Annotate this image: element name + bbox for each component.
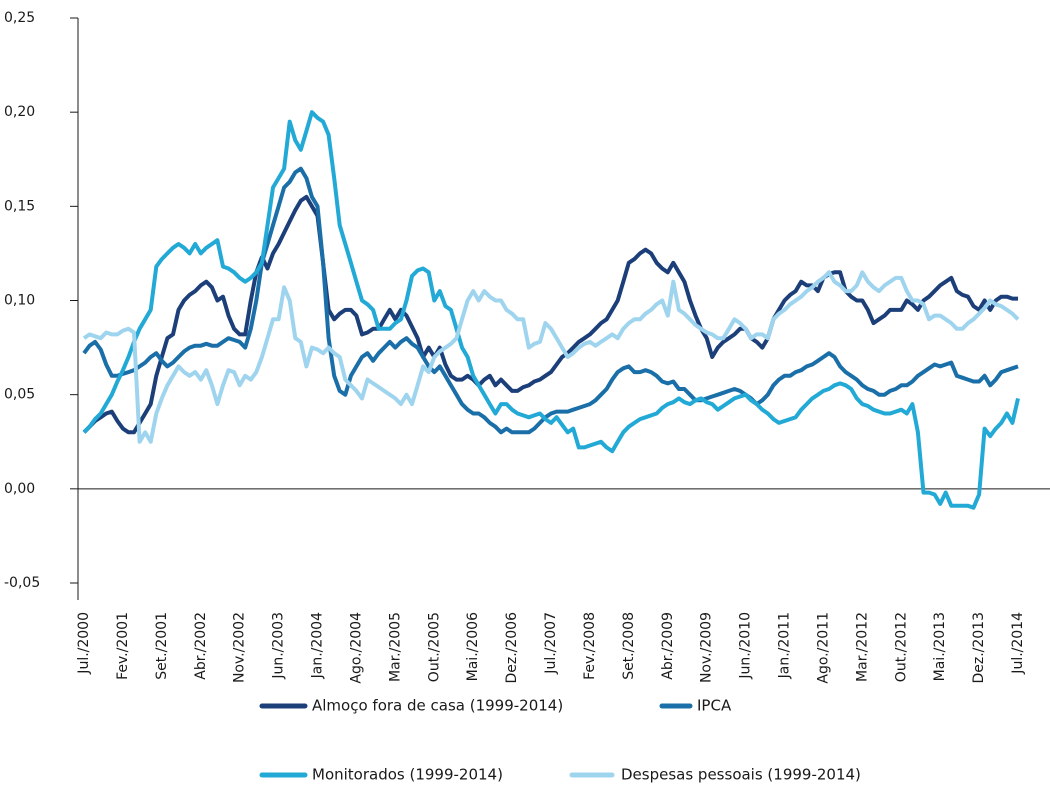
x-tick-label: Mar./2005 — [387, 612, 403, 682]
x-tick-label: Fev./2001 — [115, 612, 131, 680]
x-tick-label: Ago./2004 — [348, 612, 364, 684]
y-tick-label: 0,05 — [4, 387, 35, 403]
y-tick-label: 0,00 — [4, 481, 35, 497]
x-tick-label: Dez./2006 — [504, 612, 520, 684]
x-tick-label: Jan./2011 — [777, 612, 793, 679]
x-tick-label: Jul./2007 — [543, 612, 559, 675]
series-line — [82, 194, 1018, 435]
y-tick-label: 0,20 — [4, 104, 35, 120]
x-tick-label: Fev./2008 — [582, 612, 598, 680]
series-line — [82, 270, 1020, 444]
x-tick-label: Nov./2009 — [699, 612, 715, 683]
x-tick-label: Set./2008 — [621, 612, 637, 680]
x-tick-label: Jul./2014 — [1010, 612, 1026, 675]
series-line — [82, 110, 1020, 510]
x-tick-label: Jun./2010 — [738, 612, 754, 680]
x-tick-label: Mar./2012 — [854, 612, 870, 682]
x-tick-label: Mai./2006 — [465, 612, 481, 681]
x-tick-label: Abr./2009 — [660, 612, 676, 680]
x-tick-label: Nov./2002 — [232, 612, 248, 683]
x-tick-label: Mai./2013 — [932, 612, 948, 681]
x-tick-label: Abr./2002 — [193, 612, 209, 680]
x-tick-label: Dez./2013 — [971, 612, 987, 684]
x-tick-label: Out./2005 — [426, 612, 442, 682]
x-tick-label: Jul./2000 — [76, 612, 92, 675]
x-tick-label: Out./2012 — [893, 612, 909, 682]
y-tick-label: 0,10 — [4, 293, 35, 309]
x-tick-label: Jun./2003 — [271, 612, 287, 680]
y-tick-label: 0,15 — [4, 198, 35, 214]
legend-label: IPCA — [697, 697, 732, 715]
series-line — [82, 166, 1019, 435]
y-tick-label: 0,25 — [4, 10, 35, 26]
x-tick-label: Jan./2004 — [310, 612, 326, 679]
legend-label: Monitorados (1999-2014) — [312, 766, 503, 784]
y-tick-label: -0,05 — [4, 575, 40, 591]
legend-label: Almoço fora de casa (1999-2014) — [312, 697, 563, 715]
x-tick-label: Set./2001 — [154, 612, 170, 680]
legend-label: Despesas pessoais (1999-2014) — [621, 766, 861, 784]
x-tick-label: Ago./2011 — [815, 612, 831, 684]
